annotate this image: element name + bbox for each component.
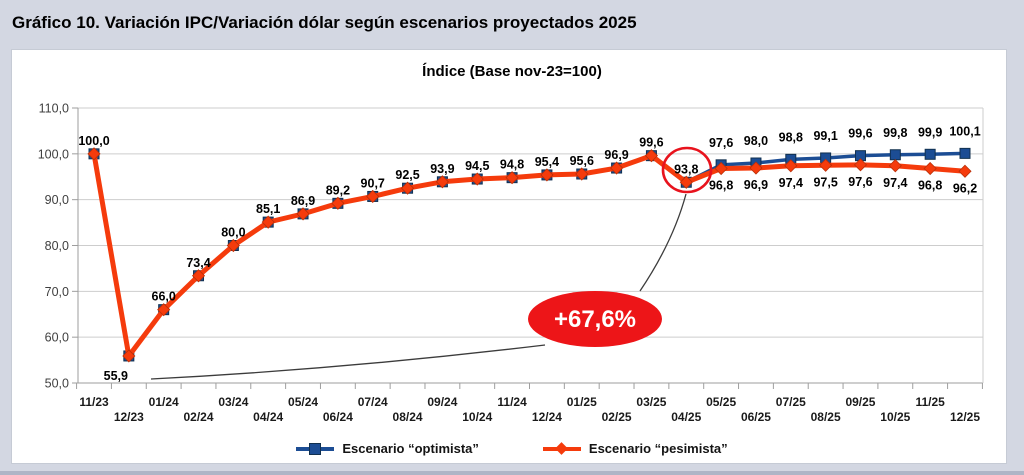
svg-text:89,2: 89,2 [326,183,350,197]
svg-text:93,9: 93,9 [430,162,454,176]
svg-text:97,4: 97,4 [779,176,803,190]
svg-text:07/25: 07/25 [776,395,806,409]
svg-text:06/24: 06/24 [323,410,353,424]
svg-text:110,0: 110,0 [39,102,69,116]
svg-text:05/25: 05/25 [706,395,736,409]
svg-text:96,9: 96,9 [604,148,628,162]
svg-text:80,0: 80,0 [221,226,245,240]
svg-text:99,6: 99,6 [639,136,663,150]
svg-text:09/24: 09/24 [427,395,457,409]
svg-text:98,0: 98,0 [744,134,768,148]
svg-text:86,9: 86,9 [291,194,315,208]
bottom-border [0,471,1024,475]
svg-text:08/24: 08/24 [393,410,423,424]
svg-text:10/24: 10/24 [462,410,492,424]
svg-text:85,1: 85,1 [256,202,280,216]
svg-text:96,9: 96,9 [744,178,768,192]
svg-text:06/25: 06/25 [741,410,771,424]
svg-text:99,8: 99,8 [883,126,907,140]
svg-text:03/25: 03/25 [636,395,666,409]
svg-text:99,6: 99,6 [848,127,872,141]
svg-text:97,4: 97,4 [883,176,907,190]
svg-text:12/24: 12/24 [532,410,562,424]
svg-text:11/25: 11/25 [915,395,945,409]
svg-text:94,5: 94,5 [465,159,489,173]
svg-text:95,6: 95,6 [570,154,594,168]
svg-text:90,0: 90,0 [45,193,69,207]
svg-text:97,5: 97,5 [813,175,837,189]
svg-text:90,7: 90,7 [361,176,385,190]
pesimista-line-marker-icon [542,441,581,455]
svg-text:01/24: 01/24 [149,395,179,409]
svg-text:01/25: 01/25 [567,395,597,409]
svg-text:95,4: 95,4 [535,155,559,169]
svg-text:09/25: 09/25 [845,395,875,409]
legend-label-optimista: Escenario “optimista” [342,441,479,456]
svg-text:12/23: 12/23 [114,410,144,424]
svg-text:100,0: 100,0 [78,134,109,148]
legend: Escenario “optimista” Escenario “pesimis… [0,441,1024,456]
svg-text:02/25: 02/25 [602,410,632,424]
svg-text:93,8: 93,8 [674,162,698,176]
svg-text:05/24: 05/24 [288,395,318,409]
svg-text:02/24: 02/24 [184,410,214,424]
svg-text:100,0: 100,0 [38,147,69,161]
chart-title: Índice (Base nov-23=100) [422,63,602,80]
legend-label-pesimista: Escenario “pesimista” [588,441,728,456]
svg-text:70,0: 70,0 [45,285,69,299]
chart-panel [11,49,1007,464]
svg-text:98,8: 98,8 [779,130,803,144]
svg-text:97,6: 97,6 [709,136,733,150]
optimista-line-marker-icon [296,442,335,455]
svg-text:96,8: 96,8 [918,179,942,193]
svg-text:10/25: 10/25 [880,410,910,424]
svg-text:12/25: 12/25 [950,410,980,424]
svg-text:96,8: 96,8 [709,179,733,193]
svg-text:73,4: 73,4 [186,256,210,270]
svg-text:04/25: 04/25 [671,410,701,424]
svg-text:99,1: 99,1 [813,129,837,143]
legend-item-pesimista: Escenario “pesimista” [542,441,728,456]
svg-text:03/24: 03/24 [218,395,248,409]
svg-text:99,9: 99,9 [918,125,942,139]
svg-text:08/25: 08/25 [811,410,841,424]
svg-text:100,1: 100,1 [949,124,980,138]
svg-text:60,0: 60,0 [45,331,69,345]
svg-text:11/24: 11/24 [497,395,527,409]
svg-text:07/24: 07/24 [358,395,388,409]
svg-text:11/23: 11/23 [79,395,109,409]
legend-item-optimista: Escenario “optimista” [296,441,479,456]
svg-text:55,9: 55,9 [104,369,128,383]
svg-text:66,0: 66,0 [152,290,176,304]
svg-text:94,8: 94,8 [500,158,524,172]
svg-text:80,0: 80,0 [45,239,69,253]
page-title: Gráfico 10. Variación IPC/Variación dóla… [12,13,637,32]
svg-text:04/24: 04/24 [253,410,283,424]
svg-text:96,2: 96,2 [953,181,977,195]
svg-text:+67,6%: +67,6% [554,306,636,333]
svg-text:92,5: 92,5 [395,168,419,182]
svg-text:97,6: 97,6 [848,175,872,189]
svg-text:50,0: 50,0 [45,377,69,391]
